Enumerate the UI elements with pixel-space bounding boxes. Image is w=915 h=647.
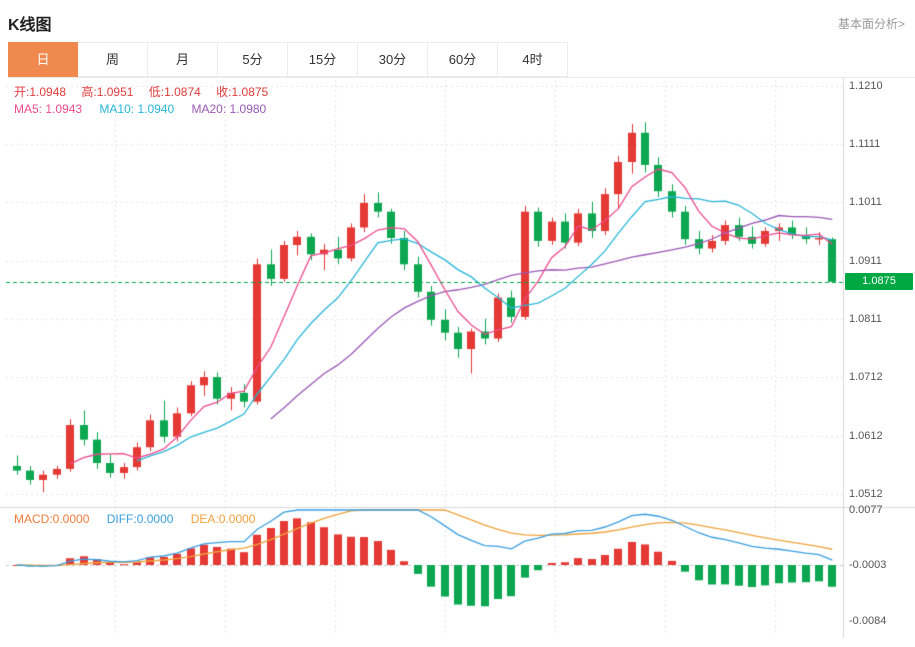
page-header: K线图 基本面分析>	[0, 0, 915, 42]
tab-month[interactable]: 月	[148, 42, 218, 77]
price-axis-label: 1.1011	[849, 196, 882, 208]
macd-axis-label: -0.0003	[849, 559, 887, 571]
tab-day[interactable]: 日	[8, 42, 78, 77]
tab-30min[interactable]: 30分	[358, 42, 428, 77]
price-axis-label: 1.0612	[849, 430, 883, 442]
price-axis-label: 1.0911	[849, 255, 882, 267]
timeframe-tabbar: 日 周 月 5分 15分 30分 60分 4时	[8, 42, 915, 78]
current-price-badge: 1.0875	[845, 273, 913, 290]
tab-week[interactable]: 周	[78, 42, 148, 77]
macd-axis-label: -0.0084	[849, 615, 887, 627]
price-axis-label: 1.0512	[849, 488, 883, 500]
macd-axis-label: 0.0077	[849, 504, 883, 516]
price-axis-label: 1.0811	[849, 313, 882, 325]
fundamental-analysis-link[interactable]: 基本面分析>	[837, 16, 905, 31]
tab-5min[interactable]: 5分	[218, 42, 288, 77]
page-title: K线图	[8, 17, 52, 34]
price-axis-label: 1.1111	[849, 138, 881, 150]
tab-60min[interactable]: 60分	[428, 42, 498, 77]
price-axis-label: 1.1210	[849, 80, 883, 92]
tab-4hour[interactable]: 4时	[498, 42, 568, 77]
kline-chart-panel: 开:1.0948 高:1.0951 低:1.0874 收:1.0875 MA5:…	[0, 78, 915, 638]
price-axis-label: 1.0712	[849, 371, 883, 383]
tab-15min[interactable]: 15分	[288, 42, 358, 77]
candlestick-chart-canvas[interactable]	[0, 78, 915, 638]
